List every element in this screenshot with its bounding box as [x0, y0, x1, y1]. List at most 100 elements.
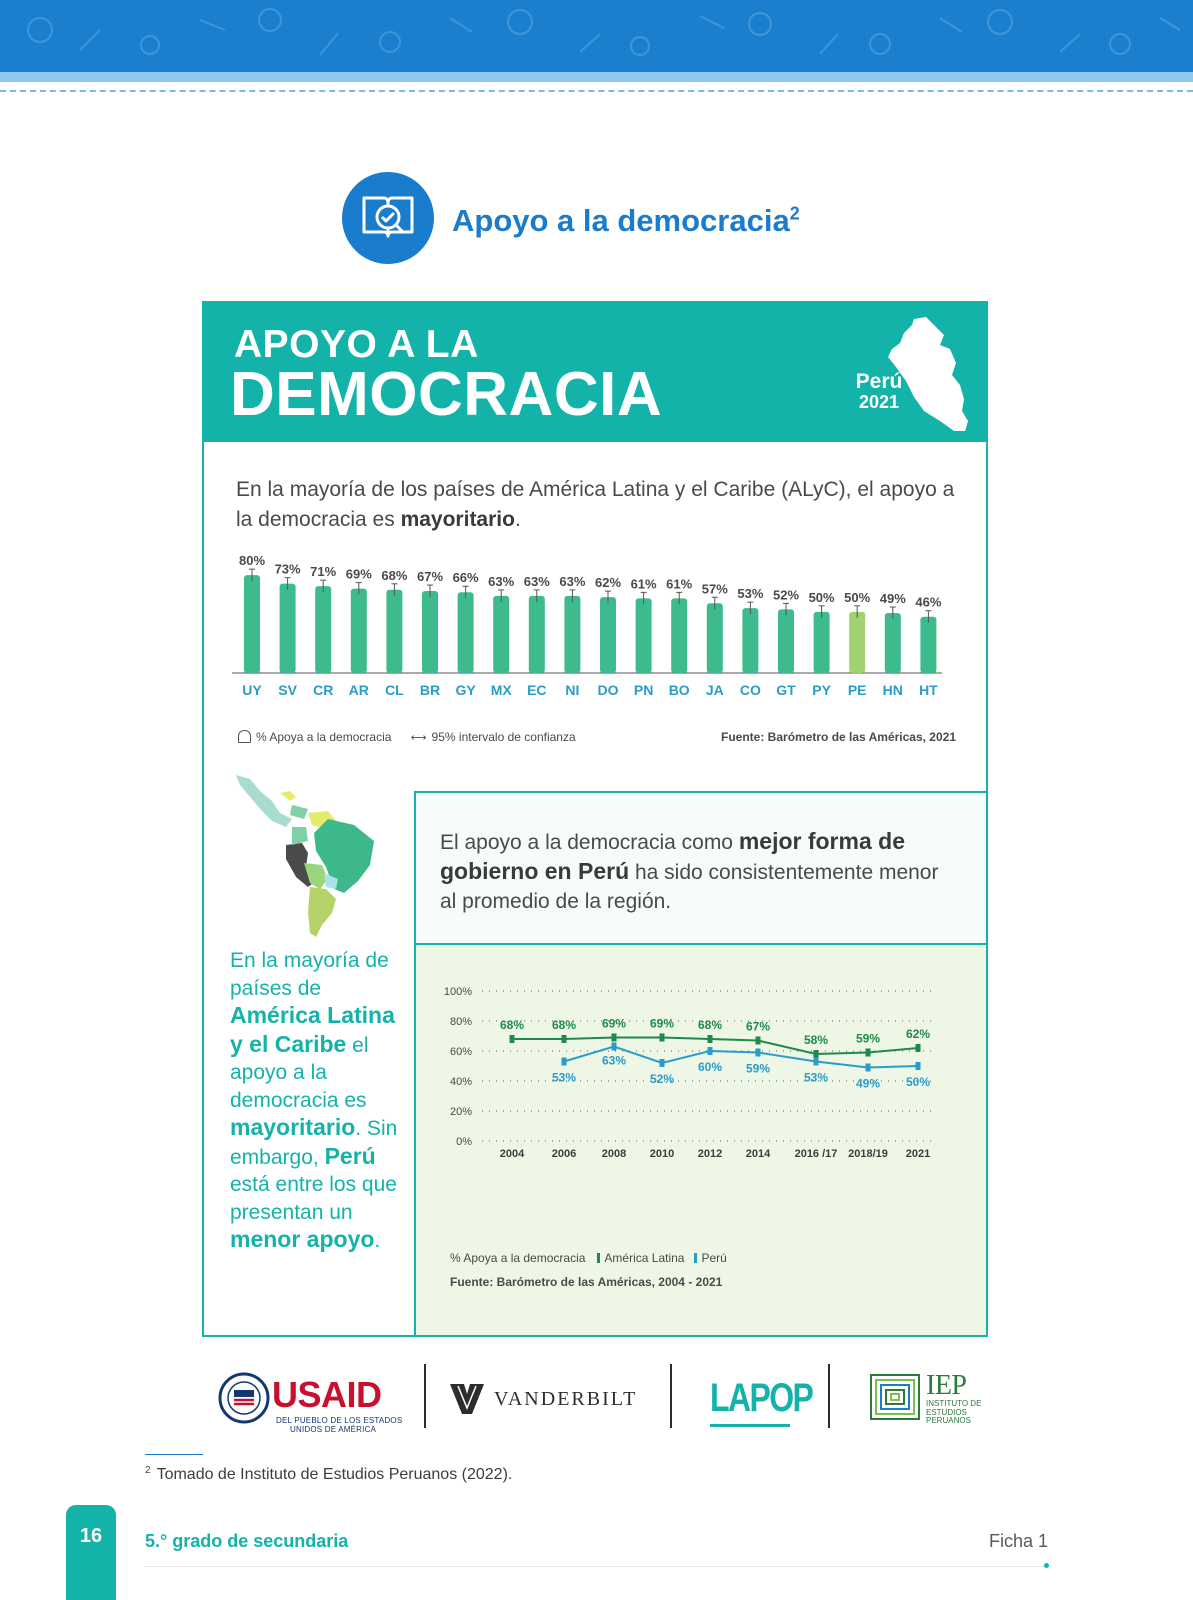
y-tick-label: 0% — [456, 1136, 472, 1148]
peru-map-icon — [888, 317, 968, 431]
trend-chart-area: 100% 80% 60% 40% 20% 0% 2004 2006 2008 2010 2012 20… — [416, 945, 986, 1335]
section-icon — [342, 172, 434, 264]
bar-pn — [635, 598, 652, 673]
legend-al-swatch — [597, 1253, 601, 1263]
line-legend-al: América Latina — [604, 1251, 685, 1265]
bar-value-label: 63% — [524, 574, 550, 589]
bar-category-label: CO — [740, 682, 761, 698]
series-point — [561, 1035, 567, 1043]
bar-value-label: 50% — [844, 590, 870, 605]
series-point — [659, 1059, 665, 1067]
series-value-label: 52% — [650, 1072, 674, 1086]
x-tick-label: 2004 — [500, 1148, 525, 1160]
bar-ec — [528, 595, 545, 673]
bar-do — [600, 597, 616, 673]
series-point — [915, 1044, 921, 1052]
bar-value-label: 62% — [595, 575, 621, 590]
lapop-logo-text: LAPOP — [710, 1376, 814, 1420]
x-tick-label: 2008 — [602, 1148, 626, 1160]
bar-gt — [778, 609, 794, 673]
usaid-subtitle-1: DEL PUEBLO DE LOS ESTADOS — [276, 1416, 403, 1425]
infographic-banner: APOYO A LA DEMOCRACIA Perú 2021 — [204, 303, 986, 442]
bar-category-label: AR — [349, 682, 369, 698]
lapop-underline — [710, 1424, 790, 1427]
peru-trend-panel: El apoyo a la democracia como mejor form… — [414, 791, 986, 1335]
series-value-label: 68% — [500, 1018, 524, 1032]
bar-value-label: 46% — [915, 595, 941, 610]
bar-category-label: CR — [313, 682, 333, 698]
bar-category-label: JA — [706, 682, 724, 698]
series-value-label: 49% — [856, 1077, 880, 1091]
infographic-frame: APOYO A LA DEMOCRACIA Perú 2021 En la ma… — [202, 301, 988, 1337]
bar-value-label: 50% — [809, 590, 835, 605]
series-value-label: 53% — [804, 1071, 828, 1085]
trend-line-chart: 100% 80% 60% 40% 20% 0% 2004 2006 2008 2010 2012 20… — [444, 986, 936, 1160]
bar-bo — [671, 598, 688, 673]
y-tick-label: 100% — [444, 986, 472, 998]
header-dashed-rule — [0, 90, 1193, 92]
line-legend-label: % Apoya a la democracia — [450, 1251, 586, 1265]
series-value-label: 68% — [552, 1018, 576, 1032]
line-chart-legend: % Apoya a la democracia América Latina Per… — [450, 1251, 727, 1265]
bar-legend-support: % Apoya a la democracia — [256, 730, 392, 744]
bar-value-label: 49% — [880, 591, 906, 606]
y-tick-label: 40% — [450, 1076, 472, 1088]
footnote-rule — [145, 1454, 203, 1455]
bar-value-label: 57% — [702, 581, 728, 596]
x-tick-label: 2014 — [746, 1148, 771, 1160]
bar-category-label: MX — [491, 682, 513, 698]
series-value-label: 63% — [602, 1054, 626, 1068]
series-value-label: 50% — [906, 1075, 930, 1089]
x-tick-label: 2012 — [698, 1148, 722, 1160]
bar-value-label: 61% — [631, 576, 657, 591]
bar-category-label: UY — [242, 682, 262, 698]
series-point — [755, 1036, 761, 1045]
bar-py — [813, 611, 830, 673]
bar-value-label: 61% — [666, 576, 692, 591]
bar-cl — [386, 589, 403, 673]
bar-category-label: GT — [776, 682, 796, 698]
series-point — [707, 1047, 713, 1055]
bar-value-label: 67% — [417, 569, 443, 584]
series-point — [561, 1057, 567, 1066]
bar-category-label: BR — [420, 682, 440, 698]
bar-category-label: PN — [634, 682, 653, 698]
grade-label: 5.° grado de secundaria — [145, 1531, 349, 1551]
series-point — [707, 1035, 713, 1043]
bar-uy — [244, 575, 260, 673]
logo-separator — [828, 1364, 830, 1428]
page-number: 16 — [79, 1525, 103, 1547]
bar-chart-source: Fuente: Barómetro de las Américas, 2021 — [721, 730, 956, 744]
bar-ht — [920, 616, 937, 673]
series-value-label: 68% — [698, 1018, 722, 1032]
legend-pe-swatch — [694, 1253, 698, 1263]
book-check-icon — [362, 196, 414, 238]
series-value-label: 69% — [650, 1017, 674, 1031]
bar-hn — [884, 613, 901, 673]
bar-value-label: 73% — [275, 562, 301, 577]
bar-value-label: 71% — [310, 564, 336, 579]
bar-value-label: 66% — [453, 570, 479, 585]
bar-category-label: BO — [669, 682, 690, 698]
series-point — [865, 1048, 871, 1057]
intro-text: En la mayoría de los países de América L… — [236, 478, 955, 531]
bar-category-label: NI — [565, 682, 579, 698]
usaid-logo-text: USAID — [272, 1374, 382, 1415]
bar-category-label: PE — [848, 682, 867, 698]
x-tick-label: 2018/19 — [848, 1148, 888, 1160]
logo-separator — [670, 1364, 672, 1428]
series-point — [611, 1033, 617, 1042]
iep-subtitle: INSTITUTO DE ESTUDIOS PERUANOS — [926, 1399, 982, 1425]
vanderbilt-logo-text: VANDERBILT — [494, 1388, 638, 1410]
bar-ni — [564, 595, 581, 673]
bar-co — [742, 608, 759, 673]
series-point — [509, 1035, 515, 1043]
bar-mx — [493, 595, 510, 673]
series-point — [611, 1042, 617, 1051]
bar-ja — [706, 603, 723, 673]
country-bar-chart: 80% UY 73% SV 71% CR 69% AR 68% CL 67% BR 66% GY 63% MX… — [232, 553, 942, 698]
series-value-label: 58% — [804, 1033, 828, 1047]
section-title: Apoyo a la democracia2 — [452, 203, 800, 238]
page-number-tab: 16 — [66, 1505, 116, 1600]
bar-legend-swatch — [238, 730, 251, 743]
